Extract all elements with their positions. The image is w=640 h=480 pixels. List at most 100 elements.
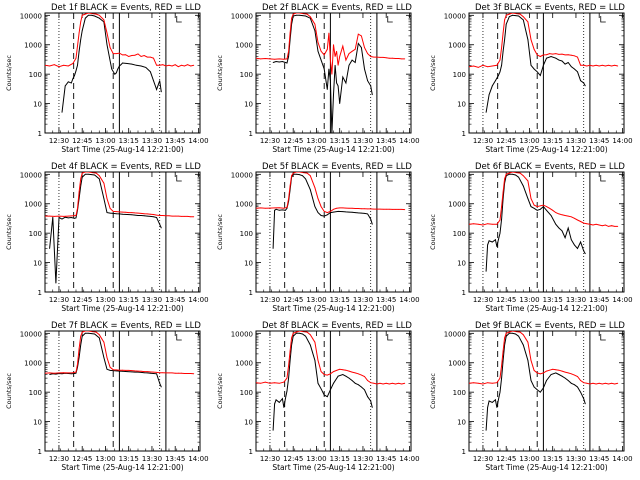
data-point-lld bbox=[580, 221, 581, 222]
data-point-events bbox=[81, 335, 83, 337]
data-point-lld bbox=[361, 208, 362, 210]
data-point-events bbox=[275, 61, 277, 62]
data-point-lld bbox=[577, 376, 578, 377]
data-point-lld bbox=[80, 21, 82, 23]
data-point-events bbox=[543, 387, 544, 389]
x-tick-label: 14:00 bbox=[612, 455, 632, 463]
data-point-lld bbox=[505, 14, 507, 16]
y-axis-label: Counts/sec bbox=[429, 55, 437, 91]
series-line-events bbox=[485, 173, 586, 272]
data-point-lld bbox=[323, 211, 325, 212]
data-point-events bbox=[153, 373, 154, 374]
data-point-lld bbox=[320, 371, 322, 372]
data-point-events bbox=[272, 248, 274, 249]
x-tick-label: 13:30 bbox=[566, 137, 586, 145]
data-point-events bbox=[74, 75, 75, 76]
x-tick-label: 12:45 bbox=[72, 137, 92, 145]
data-point-events bbox=[274, 209, 275, 211]
data-point-events bbox=[140, 372, 142, 373]
x-tick-label: 14:00 bbox=[399, 455, 419, 463]
data-point-events bbox=[583, 250, 585, 252]
data-point-lld bbox=[522, 175, 524, 177]
data-point-lld bbox=[401, 58, 403, 60]
data-point-events bbox=[81, 30, 83, 32]
y-axis-label: Counts/sec bbox=[216, 214, 224, 250]
y-tick-label: 10000 bbox=[231, 171, 253, 179]
data-point-events bbox=[326, 396, 328, 398]
data-point-events bbox=[351, 59, 353, 61]
y-tick-label: 10000 bbox=[444, 12, 466, 20]
data-point-lld bbox=[159, 372, 161, 374]
data-point-events bbox=[498, 399, 499, 401]
data-point-lld bbox=[552, 368, 554, 370]
y-axis-label: Counts/sec bbox=[5, 373, 13, 409]
data-point-events bbox=[342, 211, 344, 213]
x-axis-label: Start Time (25-Aug-14 12:21:00) bbox=[61, 463, 183, 472]
data-point-lld bbox=[115, 369, 117, 371]
data-point-lld bbox=[184, 373, 185, 374]
x-tick-label: 14:00 bbox=[188, 137, 208, 145]
data-point-events bbox=[109, 370, 111, 371]
data-point-lld bbox=[574, 217, 575, 219]
plot-frame bbox=[468, 12, 625, 134]
data-point-events bbox=[536, 389, 538, 391]
y-tick-label: 10000 bbox=[20, 12, 42, 20]
data-point-events bbox=[72, 78, 74, 80]
data-point-events bbox=[370, 85, 372, 87]
data-point-lld bbox=[570, 54, 572, 56]
data-point-lld bbox=[295, 13, 297, 14]
data-point-lld bbox=[292, 332, 294, 334]
data-point-events bbox=[326, 214, 328, 216]
data-point-events bbox=[115, 213, 117, 215]
data-point-lld bbox=[595, 64, 597, 66]
data-point-lld bbox=[546, 206, 547, 208]
data-point-events bbox=[78, 50, 80, 52]
data-point-events bbox=[111, 68, 113, 70]
data-point-lld bbox=[326, 48, 328, 50]
data-point-lld bbox=[309, 334, 311, 336]
data-point-lld bbox=[370, 208, 372, 210]
data-point-lld bbox=[95, 13, 97, 15]
data-point-lld bbox=[103, 182, 105, 184]
data-point-events bbox=[570, 382, 572, 384]
data-point-lld bbox=[187, 216, 189, 217]
data-point-events bbox=[94, 174, 95, 176]
data-point-lld bbox=[171, 372, 173, 374]
x-tick-label: 14:00 bbox=[399, 296, 419, 304]
data-point-lld bbox=[487, 66, 488, 68]
data-point-events bbox=[77, 64, 78, 66]
data-point-lld bbox=[558, 369, 560, 371]
data-point-lld bbox=[333, 208, 334, 210]
data-point-lld bbox=[193, 216, 195, 218]
data-point-lld bbox=[81, 14, 83, 16]
data-point-lld bbox=[165, 215, 167, 217]
data-point-events bbox=[536, 209, 538, 211]
data-point-events bbox=[533, 386, 535, 388]
x-axis-label: Start Time (25-Aug-14 12:21:00) bbox=[61, 145, 183, 154]
data-point-lld bbox=[288, 365, 289, 366]
data-point-lld bbox=[608, 226, 609, 227]
data-point-events bbox=[555, 372, 557, 374]
data-point-lld bbox=[177, 215, 179, 217]
data-point-lld bbox=[153, 57, 154, 59]
data-point-events bbox=[295, 173, 297, 175]
data-point-lld bbox=[153, 214, 154, 215]
data-point-events bbox=[320, 59, 322, 61]
data-point-lld bbox=[598, 65, 600, 67]
y-tick-label: 100 bbox=[453, 71, 466, 79]
plot-title: Det 6f BLACK = Events, RED = LLD bbox=[475, 162, 625, 172]
data-point-events bbox=[371, 94, 373, 96]
data-point-events bbox=[361, 212, 362, 214]
data-point-events bbox=[333, 382, 334, 384]
x-tick-label: 12:30 bbox=[49, 455, 69, 463]
data-point-lld bbox=[515, 331, 516, 332]
data-point-lld bbox=[522, 334, 524, 336]
panel-det-3f: Det 3f BLACK = Events, RED = LLD Counts/s… bbox=[429, 3, 633, 154]
data-point-events bbox=[305, 335, 306, 337]
x-tick-label: 13:00 bbox=[519, 137, 539, 145]
data-point-lld bbox=[376, 56, 378, 58]
data-point-events bbox=[334, 64, 336, 66]
data-point-events bbox=[577, 248, 578, 249]
data-point-events bbox=[515, 333, 516, 335]
data-point-lld bbox=[131, 55, 133, 56]
